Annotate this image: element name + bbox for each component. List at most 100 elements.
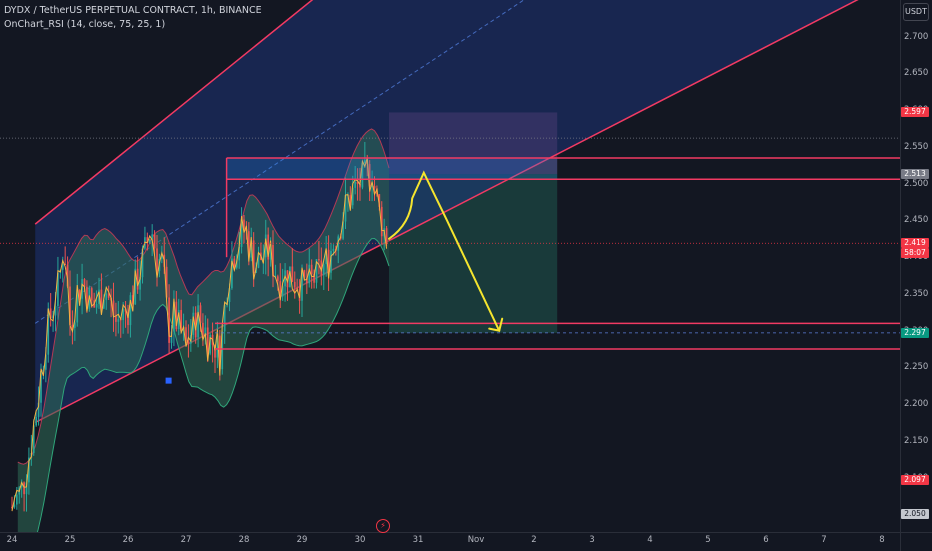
candle-body [310, 264, 313, 275]
hand-drawn-forecast [388, 170, 504, 332]
candle-body [98, 289, 100, 304]
candle-body [354, 181, 357, 188]
candle-body [363, 160, 366, 164]
candle-body [115, 315, 117, 322]
candle-body [47, 308, 50, 355]
time-tick-label: 26 [122, 535, 134, 545]
candle-body [337, 236, 340, 251]
candle-body [156, 248, 158, 271]
candle-body [238, 246, 241, 261]
time-tick-label: 4 [647, 535, 653, 545]
lightning-icon[interactable]: ⚡ [376, 519, 390, 533]
price-tick-label: 2.250 [904, 362, 929, 373]
candle-body [250, 240, 253, 258]
candle-body [221, 331, 224, 370]
candle-body [187, 341, 190, 344]
candle-body [139, 277, 141, 290]
candle-body [112, 300, 115, 316]
candle-body [117, 319, 120, 322]
candle-body [233, 258, 236, 268]
candle-body [281, 286, 284, 297]
time-tick-label: 6 [763, 535, 769, 545]
candle-body [95, 303, 98, 308]
candle-body [269, 244, 272, 260]
candle-body [11, 507, 13, 509]
candle-body [151, 234, 154, 240]
candle-body [349, 195, 352, 206]
time-tick-label: 30 [354, 535, 366, 545]
time-tick-label: Nov [467, 535, 485, 545]
candle-body [76, 289, 79, 323]
candle-body [20, 482, 23, 488]
candle-body [344, 195, 347, 222]
candle-body [168, 297, 170, 343]
price-label-badge: 2.050 [901, 509, 929, 520]
currency-button[interactable]: USDT [903, 3, 929, 21]
take-profit-zone [389, 174, 558, 333]
candle-body [177, 310, 180, 330]
candle-body [252, 240, 255, 273]
price-tick-label: 2.500 [904, 178, 929, 189]
symbol-title[interactable]: DYDX / TetherUS PERPETUAL CONTRACT, 1h, … [4, 5, 262, 16]
candle-body [28, 457, 30, 483]
time-tick-label: 24 [6, 535, 18, 545]
candle-body [15, 494, 18, 505]
candle-body [49, 308, 52, 319]
candle-body [192, 312, 195, 335]
rsi-band-upper [17, 128, 390, 465]
horizontal-levels [0, 137, 900, 350]
price-label-badge: 2.297 [901, 327, 929, 338]
price-tick-label: 2.350 [904, 288, 929, 299]
candle-body [141, 248, 144, 278]
time-tick-label: 29 [296, 535, 308, 545]
candle-body [129, 295, 132, 326]
candle-body [361, 163, 364, 188]
candle-body [296, 287, 299, 290]
candle-body [105, 293, 108, 300]
price-axis[interactable] [900, 0, 932, 532]
candle-body [160, 254, 163, 259]
indicator-title[interactable]: OnChart_RSI (14, close, 75, 25, 1) [4, 19, 166, 30]
candle-body [206, 327, 209, 354]
candle-body [320, 260, 323, 276]
candle-body [378, 194, 381, 207]
candle-body [81, 279, 83, 299]
candle-body [102, 299, 105, 309]
candle-body [86, 286, 88, 309]
time-tick-label: 28 [238, 535, 250, 545]
price-tick-label: 2.450 [904, 215, 929, 226]
candle-body [342, 221, 344, 239]
channel-upper-line [34, 0, 314, 225]
candle-body [223, 305, 226, 332]
candle-body [83, 279, 86, 287]
candle-body [231, 258, 233, 289]
candle-body [373, 186, 376, 189]
time-tick-label: 2 [531, 535, 537, 545]
candle-body [170, 331, 173, 343]
candle-body [332, 248, 335, 251]
candle-body [322, 264, 325, 276]
candle-body [359, 183, 361, 188]
candle-body [218, 335, 221, 370]
axis-corner [900, 532, 932, 551]
candle-body [194, 312, 197, 338]
price-label-badge: 2.419 [901, 238, 929, 249]
rsi-line [11, 157, 388, 512]
candle-body [64, 263, 67, 265]
candle-body [351, 187, 354, 206]
time-axis[interactable] [0, 532, 900, 551]
candle-body [286, 270, 289, 288]
candle-body [284, 270, 286, 287]
price-label-badge: 2.597 [901, 107, 929, 118]
candle-body [279, 281, 282, 297]
candle-body [175, 301, 178, 330]
candle-body [368, 164, 371, 187]
candle-body [107, 293, 110, 298]
candle-body [37, 402, 40, 417]
price-tick-label: 2.700 [904, 31, 929, 42]
candle-body [148, 239, 151, 244]
candle-body [289, 266, 291, 288]
candle-body [134, 268, 137, 305]
candle-body [78, 289, 81, 299]
